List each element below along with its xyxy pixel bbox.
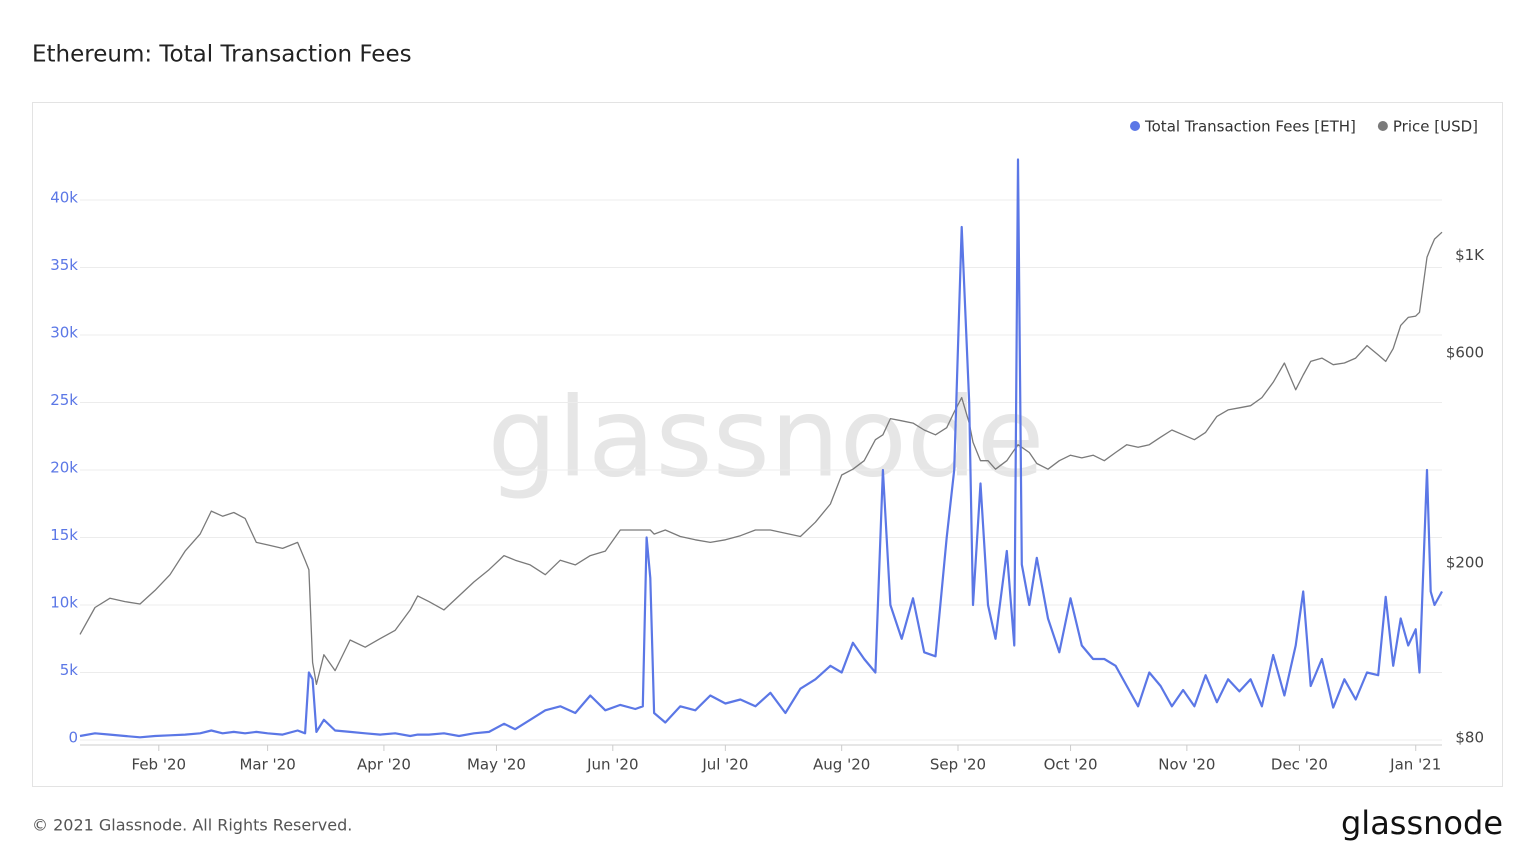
x-tick-label: Mar '20 <box>239 756 295 774</box>
x-tick-label: Oct '20 <box>1044 756 1098 774</box>
y-tick-label: 40k <box>50 189 78 207</box>
legend-label: Price [USD] <box>1393 118 1478 136</box>
x-tick-label: Jun '20 <box>586 756 638 774</box>
x-tick-label: Aug '20 <box>813 756 870 774</box>
x-tick-label: Feb '20 <box>132 756 187 774</box>
y2-tick-label: $600 <box>1446 343 1484 361</box>
y-tick-label: 25k <box>50 391 78 409</box>
x-tick-label: Nov '20 <box>1158 756 1215 774</box>
y-tick-label: 35k <box>50 256 78 274</box>
x-tick-label: Jan '21 <box>1389 756 1441 774</box>
x-tick-label: May '20 <box>467 756 526 774</box>
legend-label: Total Transaction Fees [ETH] <box>1144 118 1356 136</box>
y-tick-label: 5k <box>60 661 79 679</box>
series-line <box>79 231 1443 686</box>
x-tick-label: Jul '20 <box>701 756 748 774</box>
y-tick-label: 15k <box>50 526 78 544</box>
series-line <box>79 158 1443 739</box>
x-tick-label: Sep '20 <box>930 756 986 774</box>
watermark: glassnode <box>488 373 1045 501</box>
x-tick-label: Dec '20 <box>1271 756 1328 774</box>
y-tick-label: 30k <box>50 324 78 342</box>
logo: glassnode <box>1341 804 1503 842</box>
y-tick-label: 10k <box>50 594 78 612</box>
legend-marker <box>1377 121 1388 131</box>
y-tick-label: 0 <box>68 729 78 747</box>
footer: © 2021 Glassnode. All Rights Reserved. <box>32 816 352 835</box>
y2-tick-label: $80 <box>1455 729 1484 747</box>
legend-marker <box>1130 121 1141 131</box>
chart-title: Ethereum: Total Transaction Fees <box>32 42 412 68</box>
y-tick-label: 20k <box>50 459 78 477</box>
y2-tick-label: $200 <box>1446 553 1484 571</box>
y2-tick-label: $1K <box>1455 246 1485 264</box>
x-tick-label: Apr '20 <box>357 756 411 774</box>
